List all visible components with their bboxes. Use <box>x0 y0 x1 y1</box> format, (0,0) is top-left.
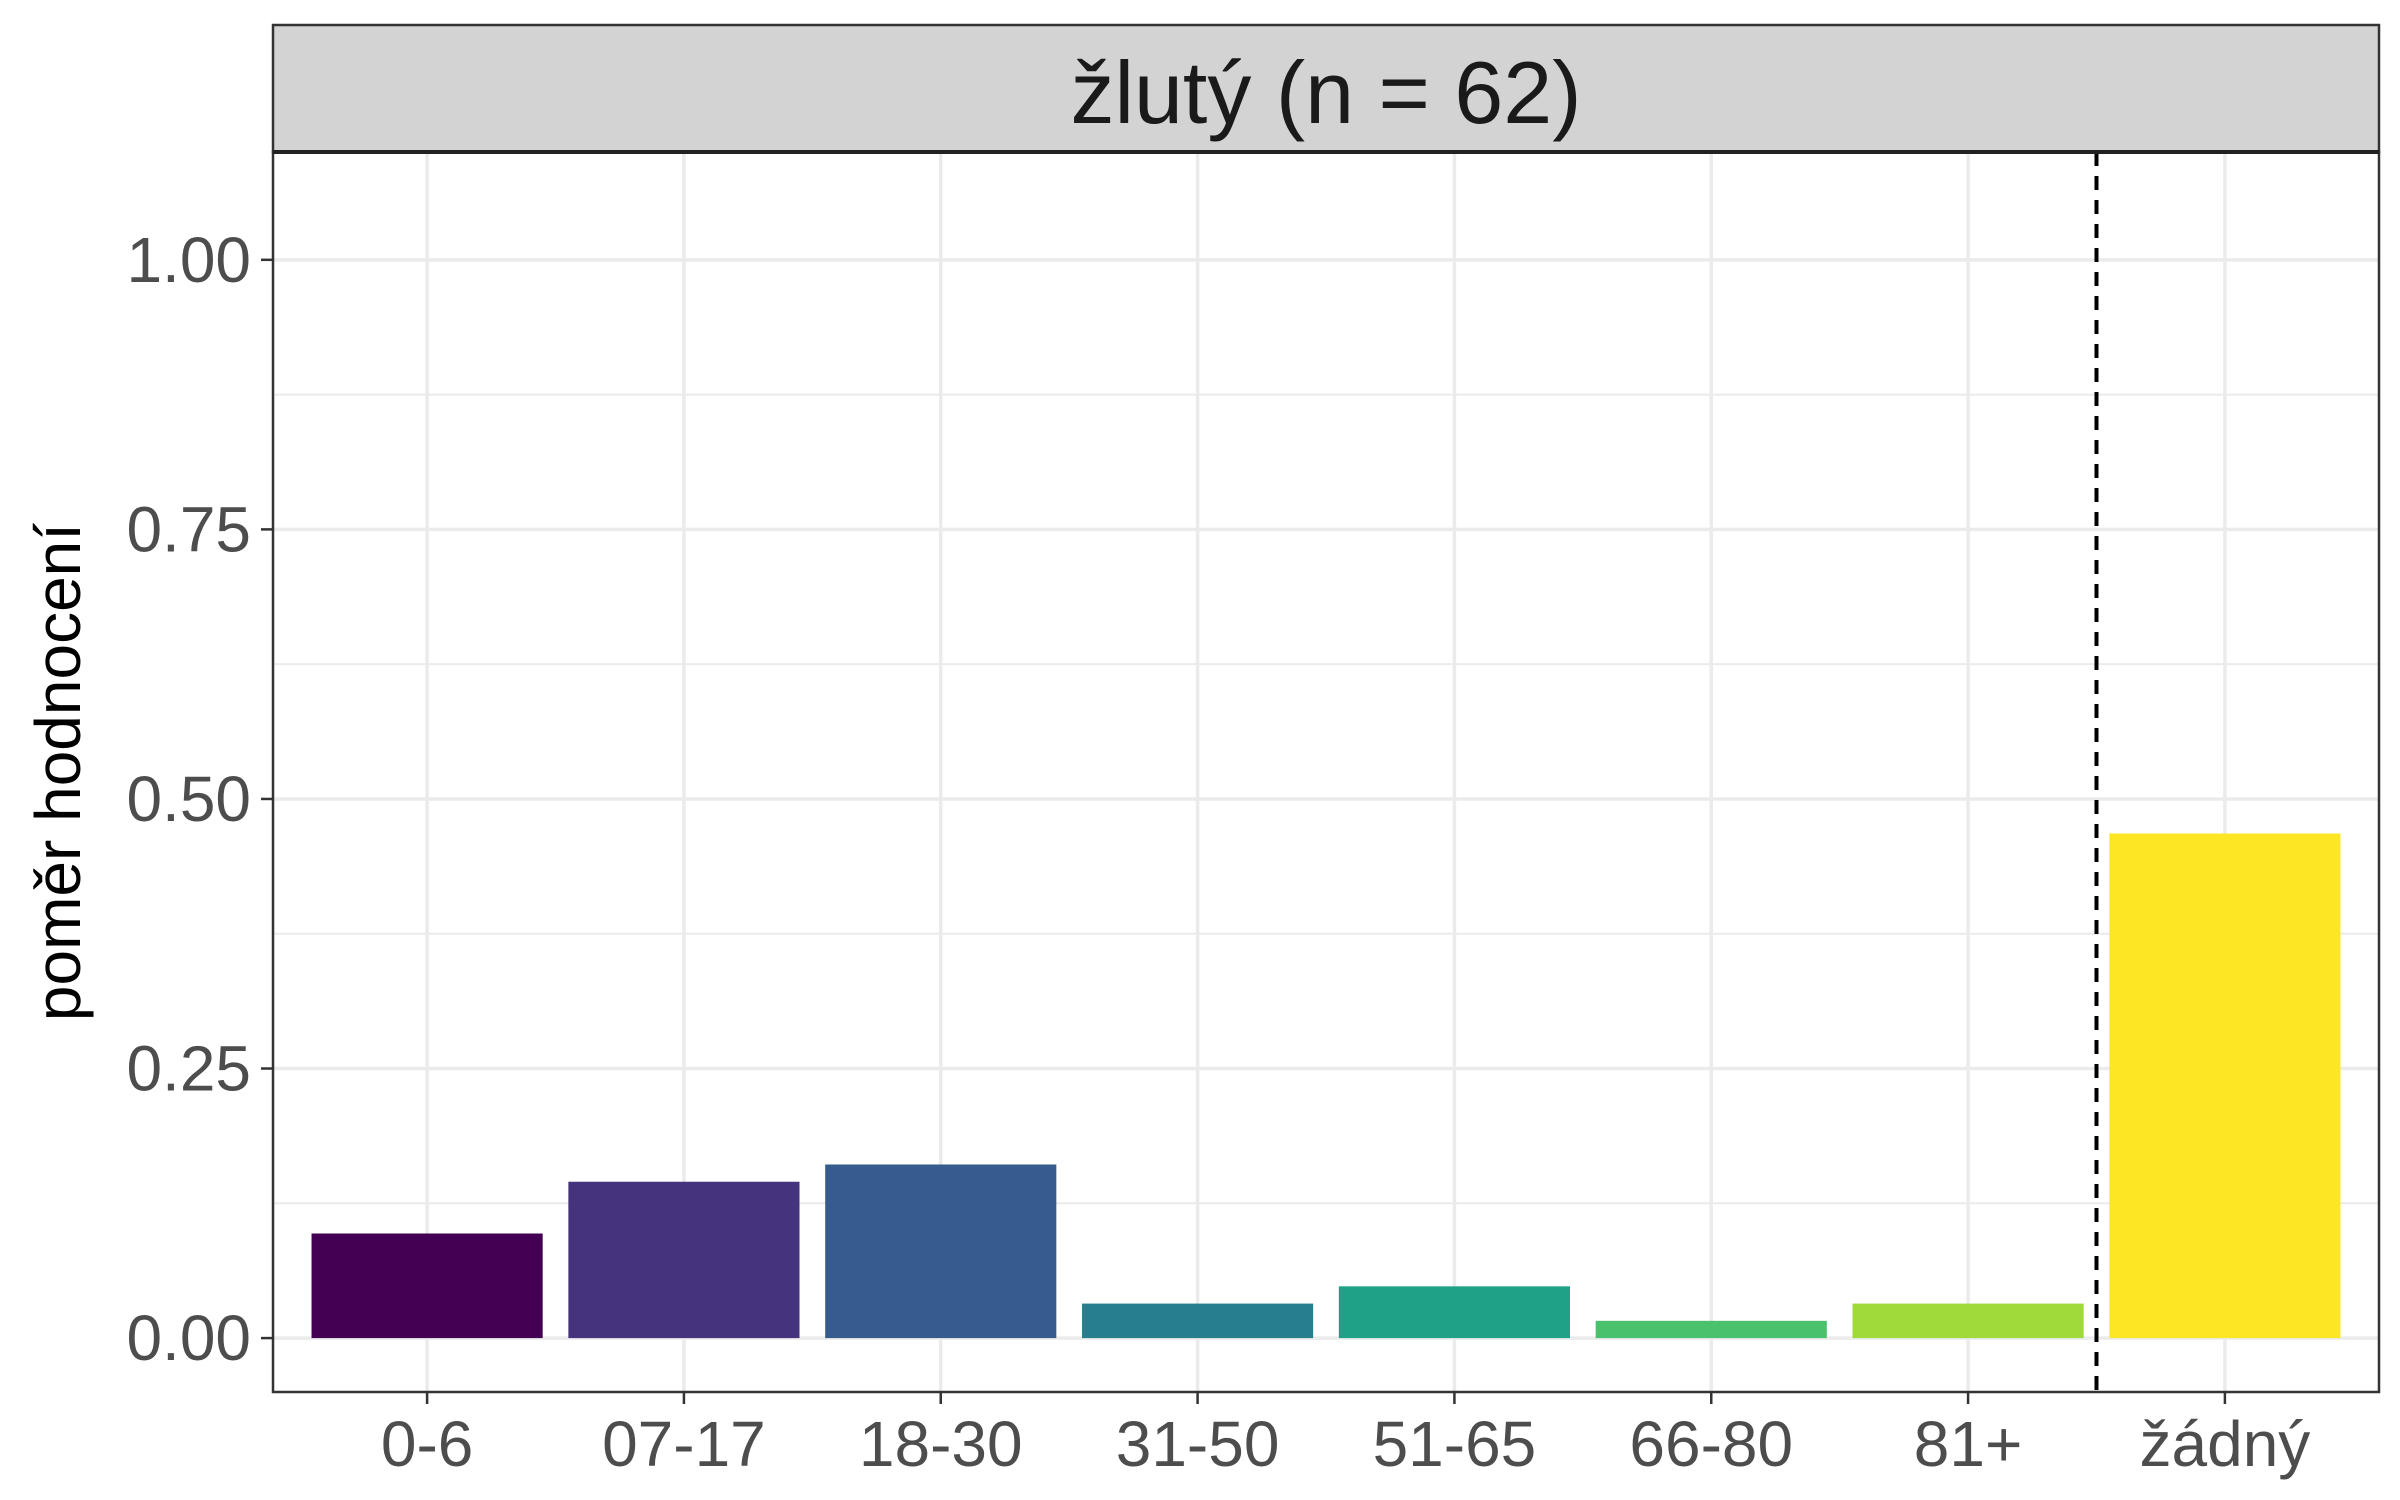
x-tick-label: 18-30 <box>859 1408 1023 1480</box>
bar <box>311 1233 543 1339</box>
x-tick-label: 0-6 <box>381 1408 474 1480</box>
y-tick-label: 0.00 <box>126 1302 251 1374</box>
strip-background <box>271 23 2381 154</box>
bar <box>825 1164 1057 1339</box>
x-tick-label: žádný <box>2140 1408 2311 1480</box>
x-tick-label: 81+ <box>1914 1408 2023 1480</box>
x-tick-label: 66-80 <box>1629 1408 1793 1480</box>
y-tick-label: 0.25 <box>126 1033 251 1105</box>
bars <box>311 833 2341 1339</box>
y-tick-label: 1.00 <box>126 224 251 296</box>
chart-title: žlutý (n = 62) <box>1070 43 1581 142</box>
y-axis-ticks: 0.00 0.25 0.50 0.75 1.00 <box>126 224 273 1374</box>
x-axis-ticks: 0-6 07-17 18-30 31-50 51-65 66-80 81+ žádný <box>381 1392 2310 1480</box>
y-axis-title: poměr hodnocení <box>22 523 94 1021</box>
bar <box>1338 1286 1570 1339</box>
bar <box>2109 833 2341 1339</box>
y-tick-label: 0.50 <box>126 763 251 835</box>
bar <box>568 1181 800 1339</box>
bar <box>1595 1320 1827 1339</box>
bar <box>1082 1303 1314 1339</box>
y-tick-label: 0.75 <box>126 493 251 565</box>
bar <box>1852 1303 2084 1339</box>
x-tick-label: 51-65 <box>1373 1408 1537 1480</box>
x-tick-label: 07-17 <box>602 1408 766 1480</box>
x-tick-label: 31-50 <box>1116 1408 1280 1480</box>
